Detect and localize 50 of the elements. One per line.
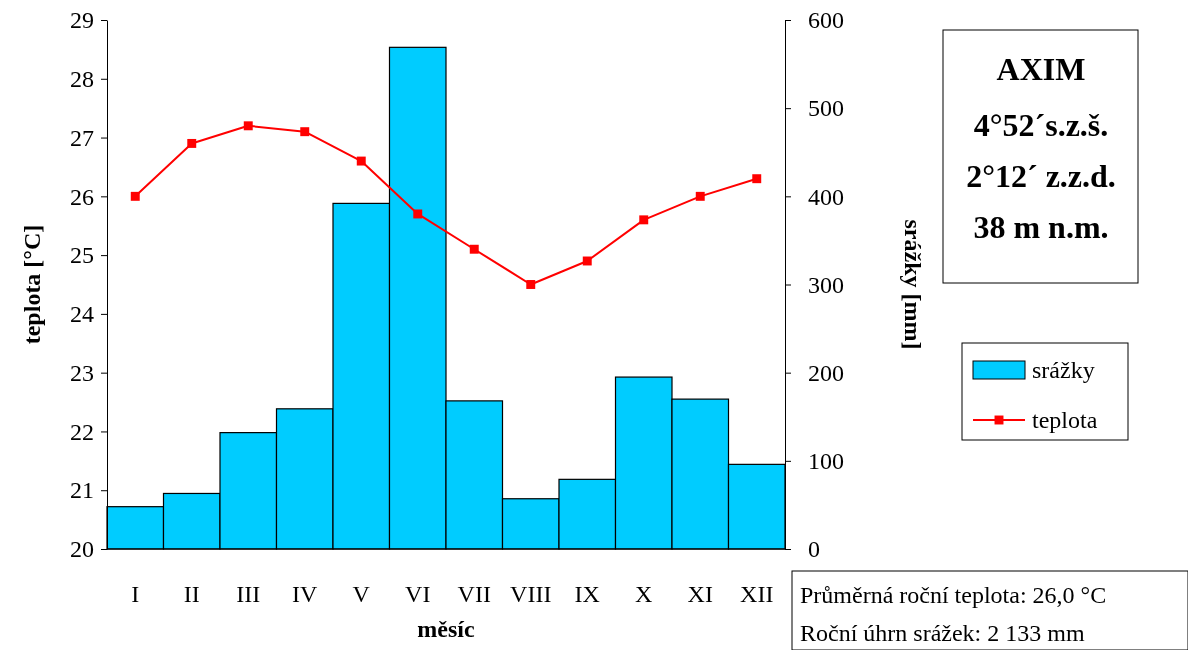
text: Průměrná roční teplota: 26,0 °C xyxy=(800,582,1107,608)
point xyxy=(243,121,253,131)
y2-tick-label: 500 xyxy=(808,95,844,122)
x-axis-title: měsíc xyxy=(417,616,475,642)
x-tick-label: V xyxy=(352,581,371,607)
point xyxy=(187,138,197,148)
y-tick-label: 29 xyxy=(70,7,94,34)
y-tick-label: 23 xyxy=(70,359,94,386)
legend-label: teplota xyxy=(1032,407,1098,433)
point xyxy=(130,191,140,201)
point xyxy=(469,244,479,254)
y-axis-title: teplota [°C] xyxy=(19,224,45,345)
y-tick-label: 25 xyxy=(70,242,94,269)
y-tick-label: 22 xyxy=(70,418,94,445)
point xyxy=(356,156,366,166)
text: AXIM xyxy=(996,51,1086,87)
x-tick-label: VI xyxy=(405,581,431,607)
x-tick-label: XI xyxy=(687,581,713,607)
y2-tick-label: 300 xyxy=(808,271,844,298)
point xyxy=(300,127,310,137)
x-tick-label: IX xyxy=(574,581,600,607)
text: 4°52´s.z.š. 2°12´ z.z.d. 38 m n.m. xyxy=(966,107,1116,245)
y2-axis-title: srážky [mm] xyxy=(900,219,926,350)
y2-tick-label: 0 xyxy=(808,536,820,563)
y-tick-label: 20 xyxy=(70,536,94,563)
point xyxy=(582,256,592,266)
x-tick-label: II xyxy=(183,581,200,607)
y2-tick-label: 200 xyxy=(808,359,844,386)
point xyxy=(695,191,705,201)
y2-tick-label: 600 xyxy=(808,7,844,34)
y2-tick-label: 400 xyxy=(808,183,844,210)
y-tick-label: 26 xyxy=(70,183,94,210)
x-tick-label: XII xyxy=(740,581,774,607)
x-tick-label: IV xyxy=(292,581,319,607)
y-tick-label: 28 xyxy=(70,65,94,92)
y-tick-label: 24 xyxy=(70,301,94,328)
point xyxy=(752,174,762,184)
y2-tick-label: 100 xyxy=(808,448,844,475)
x-tick-label: III xyxy=(236,581,261,607)
y-tick-label: 21 xyxy=(70,477,94,504)
text: Roční úhrn srážek: 2 133 mm xyxy=(800,620,1085,646)
point xyxy=(413,209,423,219)
point xyxy=(526,280,536,289)
x-tick-label: VII xyxy=(457,581,491,607)
legend-label: srážky xyxy=(1032,357,1095,383)
x-tick-label: VIII xyxy=(510,581,552,607)
point xyxy=(639,215,649,225)
x-tick-label: I xyxy=(131,581,140,607)
y-tick-label: 27 xyxy=(70,124,94,151)
x-tick-label: X xyxy=(635,581,653,607)
